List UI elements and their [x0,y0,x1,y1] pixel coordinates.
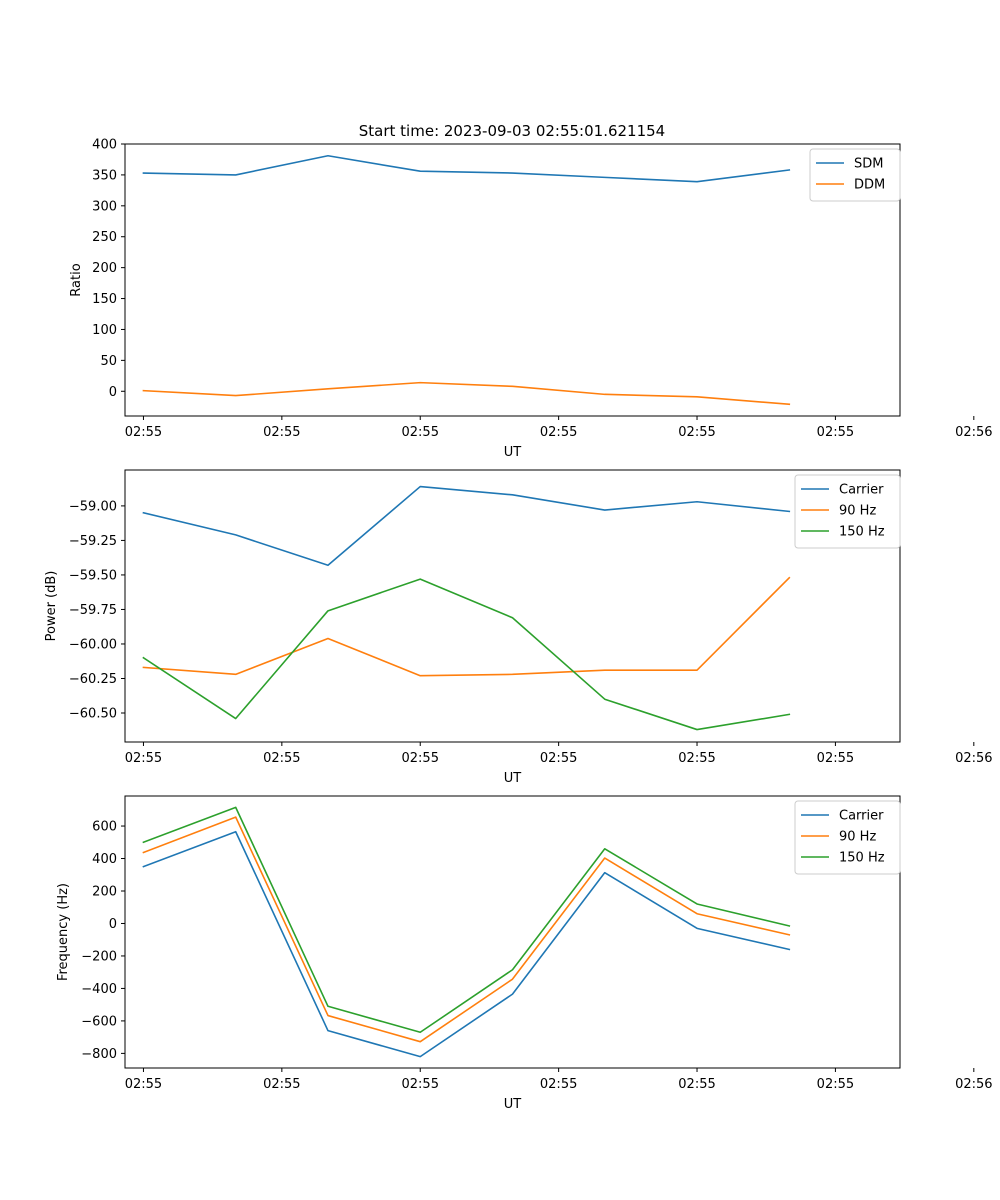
power-y-tick-label: −60.00 [69,637,117,652]
ratio-x-tick-label: 02:55 [817,425,854,440]
ratio-legend-box [809,148,901,202]
frequency-x-tick-label: 02:55 [540,1077,577,1092]
power-x-tick-label: 02:55 [263,751,300,766]
ratio-legend-label: DDM [854,178,885,193]
power-y-tick-label: −59.00 [69,499,117,514]
power-legend-label: Carrier [839,483,884,498]
power-legend-label: 150 Hz [839,525,885,540]
ratio-x-tick-label: 02:55 [540,425,577,440]
frequency-y-tick-label: −200 [81,949,117,964]
frequency-y-tick-label: 200 [92,884,117,899]
frequency-series-line-90-hz [142,816,791,1043]
ratio-x-tick-label: 02:55 [678,425,715,440]
ratio-y-tick-label: 300 [92,199,117,214]
frequency-y-tick-label: −400 [81,982,117,997]
frequency-x-tick-label: 02:55 [125,1077,162,1092]
power-x-tick-label: 02:55 [402,751,439,766]
frequency-y-tick-label: −800 [81,1047,117,1062]
power-x-tick-label: 02:55 [540,751,577,766]
ratio-series-line-ddm [142,381,791,406]
ratio-series-line-sdm [142,154,791,183]
frequency-x-tick-label: 02:55 [402,1077,439,1092]
ratio-axes-frame [124,143,901,417]
ratio-y-tick-label: 200 [92,261,117,276]
power-y-tick-label: −59.50 [69,568,117,583]
power-series-line-90-hz [142,576,791,677]
ratio-y-tick-label: 350 [92,168,117,183]
ratio-panel: 02:55 02:55 02:55 02:55 02:55 02:55 02:56 0 50 10… [69,138,993,461]
frequency-y-axis-label: Frequency (Hz) [56,883,71,981]
power-series-line-150-hz [142,578,791,731]
power-y-tick-label: −60.50 [69,707,117,722]
frequency-x-axis-label: UT [504,1097,522,1112]
power-legend-box [794,474,901,549]
power-x-tick-label: 02:55 [817,751,854,766]
ratio-legend-label: SDM [854,157,883,172]
frequency-y-tick-label: −600 [81,1014,117,1029]
power-y-tick-label: −59.75 [69,603,117,618]
frequency-legend-label: Carrier [839,809,884,824]
power-x-tick-label: 02:56 [955,751,992,766]
frequency-legend-label: 150 Hz [839,851,885,866]
ratio-x-tick-label: 02:56 [955,425,992,440]
ratio-x-tick-label: 02:55 [125,425,162,440]
power-x-tick-label: 02:55 [125,751,162,766]
power-y-tick-label: −60.25 [69,672,117,687]
ratio-y-tick-label: 400 [92,138,117,153]
frequency-series-line-carrier [142,830,791,1058]
frequency-axes-frame [124,795,901,1069]
ratio-y-tick-label: 250 [92,230,117,245]
ratio-y-tick-label: 150 [92,292,117,307]
ratio-y-tick-label: 50 [100,354,117,369]
power-legend-label: 90 Hz [839,504,876,519]
power-x-tick-label: 02:55 [678,751,715,766]
frequency-y-tick-label: 600 [92,820,117,835]
frequency-series-line-150-hz [142,806,791,1034]
frequency-x-tick-label: 02:55 [263,1077,300,1092]
ratio-y-tick-label: 0 [109,385,117,400]
power-panel: 02:55 02:55 02:55 02:55 02:55 02:55 02:56 −59.0… [44,469,993,786]
frequency-x-tick-label: 02:55 [678,1077,715,1092]
frequency-x-tick-label: 02:55 [817,1077,854,1092]
frequency-legend-box [794,800,901,875]
frequency-y-tick-label: 400 [92,852,117,867]
frequency-y-tick-label: 0 [109,917,117,932]
figure-title: Start time: 2023-09-03 02:55:01.621154 [359,122,665,140]
ratio-x-tick-label: 02:55 [402,425,439,440]
ratio-x-tick-label: 02:55 [263,425,300,440]
power-y-tick-label: −59.25 [69,534,117,549]
frequency-x-tick-label: 02:56 [955,1077,992,1092]
power-y-axis-label: Power (dB) [44,571,59,642]
power-axes-frame [124,469,901,743]
power-x-axis-label: UT [504,771,522,786]
ratio-y-axis-label: Ratio [69,263,84,296]
ratio-y-tick-label: 100 [92,323,117,338]
ratio-x-axis-label: UT [504,445,522,460]
frequency-panel: 02:55 02:55 02:55 02:55 02:55 02:55 02:56 600 40… [56,795,993,1112]
frequency-legend-label: 90 Hz [839,830,876,845]
power-series-line-carrier [142,485,791,567]
